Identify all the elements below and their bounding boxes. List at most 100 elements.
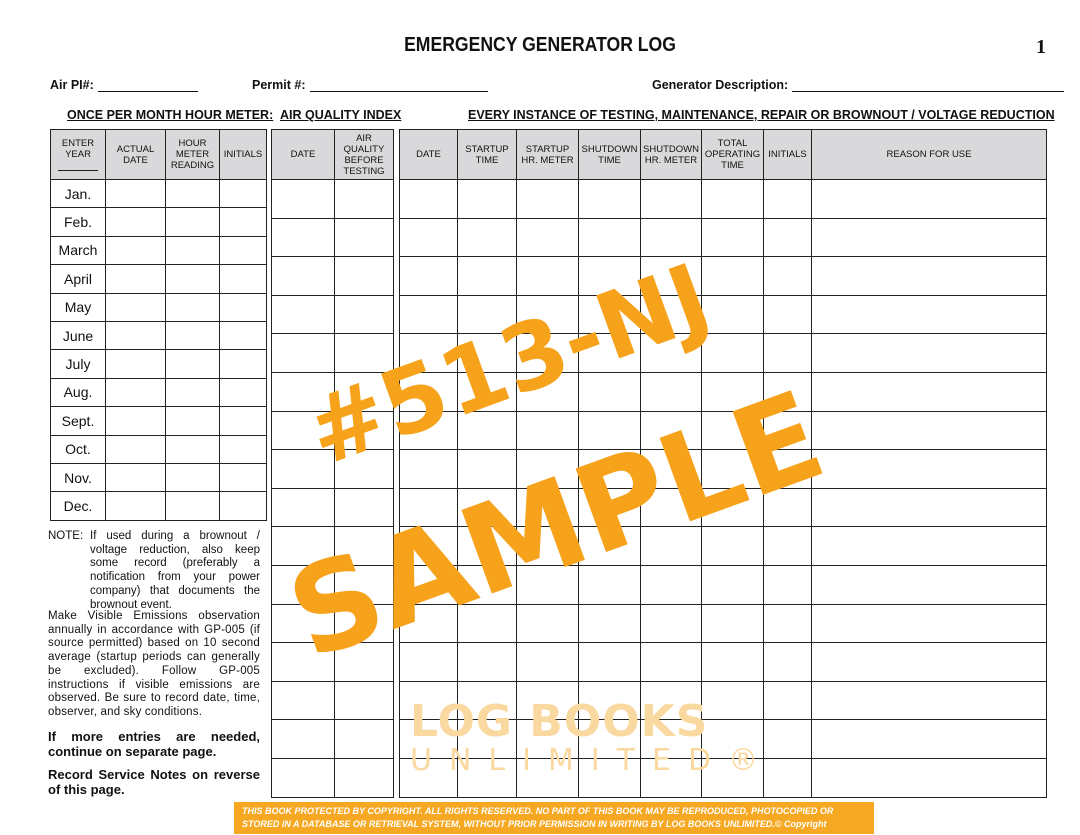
entry-cell[interactable] [219, 434, 267, 464]
entry-cell[interactable] [516, 256, 579, 296]
entry-cell[interactable] [701, 642, 764, 682]
entry-cell[interactable] [457, 179, 517, 219]
entry-cell[interactable] [640, 294, 702, 335]
entry-cell[interactable] [640, 179, 702, 219]
entry-cell[interactable] [811, 217, 1047, 258]
entry-cell[interactable] [457, 256, 517, 296]
entry-cell[interactable] [701, 719, 764, 759]
entry-cell[interactable] [271, 487, 335, 528]
entry-cell[interactable] [271, 603, 335, 644]
entry-cell[interactable] [271, 449, 335, 489]
entry-cell[interactable] [701, 564, 764, 605]
entry-cell[interactable] [105, 377, 166, 408]
entry-cell[interactable] [578, 680, 641, 721]
entry-cell[interactable] [811, 333, 1047, 373]
entry-cell[interactable] [516, 564, 579, 605]
entry-cell[interactable] [165, 491, 220, 521]
entry-cell[interactable] [640, 526, 702, 566]
entry-cell[interactable] [105, 491, 166, 521]
entry-cell[interactable] [271, 179, 335, 219]
entry-cell[interactable] [219, 235, 267, 266]
entry-cell[interactable] [811, 680, 1047, 721]
entry-cell[interactable] [334, 526, 394, 566]
entry-cell[interactable] [811, 294, 1047, 335]
entry-cell[interactable] [271, 294, 335, 335]
entry-cell[interactable] [701, 179, 764, 219]
entry-cell[interactable] [165, 462, 220, 493]
entry-cell[interactable] [334, 603, 394, 644]
entry-cell[interactable] [165, 406, 220, 436]
entry-cell[interactable] [219, 320, 267, 351]
entry-cell[interactable] [105, 264, 166, 294]
entry-cell[interactable] [763, 564, 812, 605]
entry-cell[interactable] [578, 642, 641, 682]
entry-cell[interactable] [811, 371, 1047, 412]
entry-cell[interactable] [219, 491, 267, 521]
entry-cell[interactable] [811, 719, 1047, 759]
entry-cell[interactable] [640, 642, 702, 682]
entry-cell[interactable] [457, 757, 517, 798]
entry-cell[interactable] [763, 294, 812, 335]
entry-cell[interactable] [399, 256, 458, 296]
entry-cell[interactable] [271, 256, 335, 296]
entry-cell[interactable] [701, 757, 764, 798]
entry-cell[interactable] [219, 349, 267, 379]
entry-cell[interactable] [271, 680, 335, 721]
entry-cell[interactable] [399, 680, 458, 721]
entry-cell[interactable] [399, 371, 458, 412]
entry-cell[interactable] [334, 564, 394, 605]
entry-cell[interactable] [399, 603, 458, 644]
entry-cell[interactable] [271, 719, 335, 759]
entry-cell[interactable] [701, 410, 764, 451]
entry-cell[interactable] [334, 680, 394, 721]
entry-cell[interactable] [219, 264, 267, 294]
entry-cell[interactable] [219, 406, 267, 436]
entry-cell[interactable] [811, 179, 1047, 219]
entry-cell[interactable] [640, 371, 702, 412]
entry-cell[interactable] [811, 526, 1047, 566]
entry-cell[interactable] [578, 449, 641, 489]
entry-cell[interactable] [105, 207, 166, 237]
entry-cell[interactable] [763, 603, 812, 644]
entry-cell[interactable] [334, 217, 394, 258]
air-pi-field[interactable]: Air PI#: [50, 78, 198, 92]
entry-cell[interactable] [399, 757, 458, 798]
entry-cell[interactable] [763, 487, 812, 528]
entry-cell[interactable] [811, 410, 1047, 451]
generator-description-field[interactable]: Generator Description: [652, 78, 1065, 92]
entry-cell[interactable] [640, 217, 702, 258]
entry-cell[interactable] [271, 410, 335, 451]
entry-cell[interactable] [516, 642, 579, 682]
entry-cell[interactable] [105, 178, 166, 209]
entry-cell[interactable] [165, 292, 220, 322]
entry-cell[interactable] [763, 680, 812, 721]
entry-cell[interactable] [165, 320, 220, 351]
entry-cell[interactable] [457, 217, 517, 258]
entry-cell[interactable] [105, 320, 166, 351]
entry-cell[interactable] [457, 449, 517, 489]
entry-cell[interactable] [578, 564, 641, 605]
entry-cell[interactable] [701, 603, 764, 644]
entry-cell[interactable] [271, 333, 335, 373]
entry-cell[interactable] [701, 217, 764, 258]
entry-cell[interactable] [334, 719, 394, 759]
entry-cell[interactable] [334, 449, 394, 489]
entry-cell[interactable] [457, 680, 517, 721]
entry-cell[interactable] [219, 377, 267, 408]
entry-cell[interactable] [578, 371, 641, 412]
entry-cell[interactable] [578, 217, 641, 258]
entry-cell[interactable] [811, 757, 1047, 798]
entry-cell[interactable] [578, 333, 641, 373]
entry-cell[interactable] [219, 178, 267, 209]
entry-cell[interactable] [763, 449, 812, 489]
entry-cell[interactable] [457, 642, 517, 682]
entry-cell[interactable] [811, 449, 1047, 489]
entry-cell[interactable] [763, 642, 812, 682]
entry-cell[interactable] [811, 564, 1047, 605]
entry-cell[interactable] [105, 349, 166, 379]
entry-cell[interactable] [516, 603, 579, 644]
entry-cell[interactable] [399, 179, 458, 219]
entry-cell[interactable] [578, 410, 641, 451]
entry-cell[interactable] [105, 292, 166, 322]
entry-cell[interactable] [811, 487, 1047, 528]
